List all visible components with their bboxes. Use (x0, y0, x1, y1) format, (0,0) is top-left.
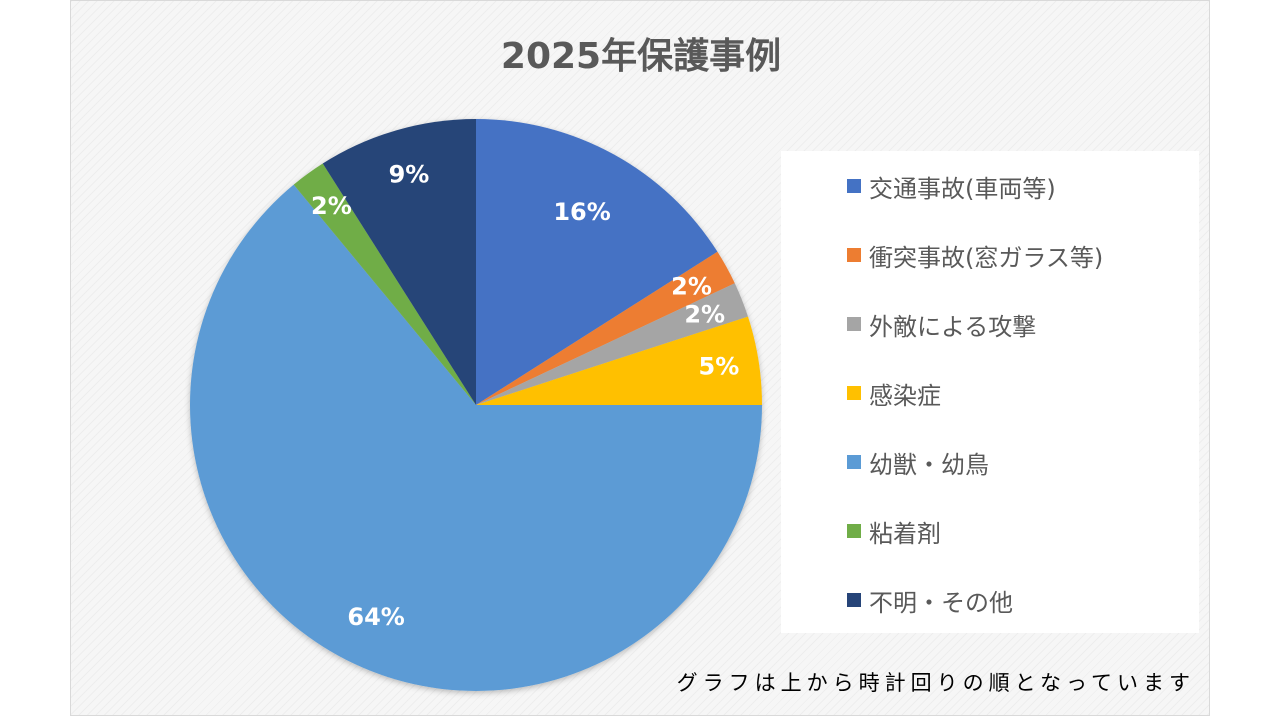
legend-label: 粘着剤 (869, 519, 941, 548)
legend-swatch (847, 179, 861, 193)
data-label-1: 16% (553, 198, 610, 226)
legend-label: 外敵による攻撃 (869, 312, 1037, 341)
footnote: グラフは上から時計回りの順となっています (676, 671, 1195, 695)
pie-slice-2 (476, 251, 735, 405)
legend-item-5: 幼獣・幼鳥 (847, 447, 989, 479)
legend-label: 交通事故(車両等) (869, 174, 1056, 203)
legend-item-2: 衝突事故(窓ガラス等) (847, 240, 1104, 272)
pie-slice-5 (190, 184, 762, 691)
legend-swatch (847, 386, 861, 400)
data-label-5: 64% (347, 603, 404, 631)
data-label-3: 2% (684, 300, 725, 328)
data-label-6: 2% (311, 192, 352, 220)
legend-label: 感染症 (869, 381, 941, 410)
pie-slice-6 (293, 163, 476, 405)
pie-slices (190, 119, 762, 691)
pie-slice-4 (476, 316, 762, 405)
data-label-4: 5% (699, 353, 740, 381)
chart-title: 2025年保護事例 (500, 36, 782, 77)
legend-label: 幼獣・幼鳥 (869, 450, 989, 479)
data-label-7: 9% (389, 160, 430, 188)
legend-label: 不明・その他 (869, 588, 1013, 617)
legend-label: 衝突事故(窓ガラス等) (869, 243, 1104, 272)
legend-swatch (847, 593, 861, 607)
legend-swatch (847, 248, 861, 262)
data-label-2: 2% (671, 273, 712, 301)
chart-frame: 2025年保護事例 16% 2% 2% 5% 64% 2% 9% 交通事故(車両等) 衝突事故… (70, 0, 1210, 716)
legend-swatch (847, 317, 861, 331)
legend-item-3: 外敵による攻撃 (847, 309, 1037, 341)
pie-chart: 16%2%2%5%64%2%9% (190, 119, 762, 691)
pie-slice-1 (476, 119, 718, 405)
pie-slice-3 (476, 283, 749, 405)
legend-item-6: 粘着剤 (847, 516, 941, 548)
pie-slice-7 (322, 119, 476, 405)
legend-item-1: 交通事故(車両等) (847, 171, 1056, 203)
pie-data-labels: 16%2%2%5%64%2%9% (311, 160, 739, 631)
legend: 交通事故(車両等) 衝突事故(窓ガラス等) 外敵による攻撃 感染症幼獣・幼鳥粘着剤不明… (781, 151, 1199, 633)
legend-swatch (847, 455, 861, 469)
legend-swatch (847, 524, 861, 538)
legend-item-4: 感染症 (847, 378, 941, 410)
legend-item-7: 不明・その他 (847, 585, 1013, 617)
